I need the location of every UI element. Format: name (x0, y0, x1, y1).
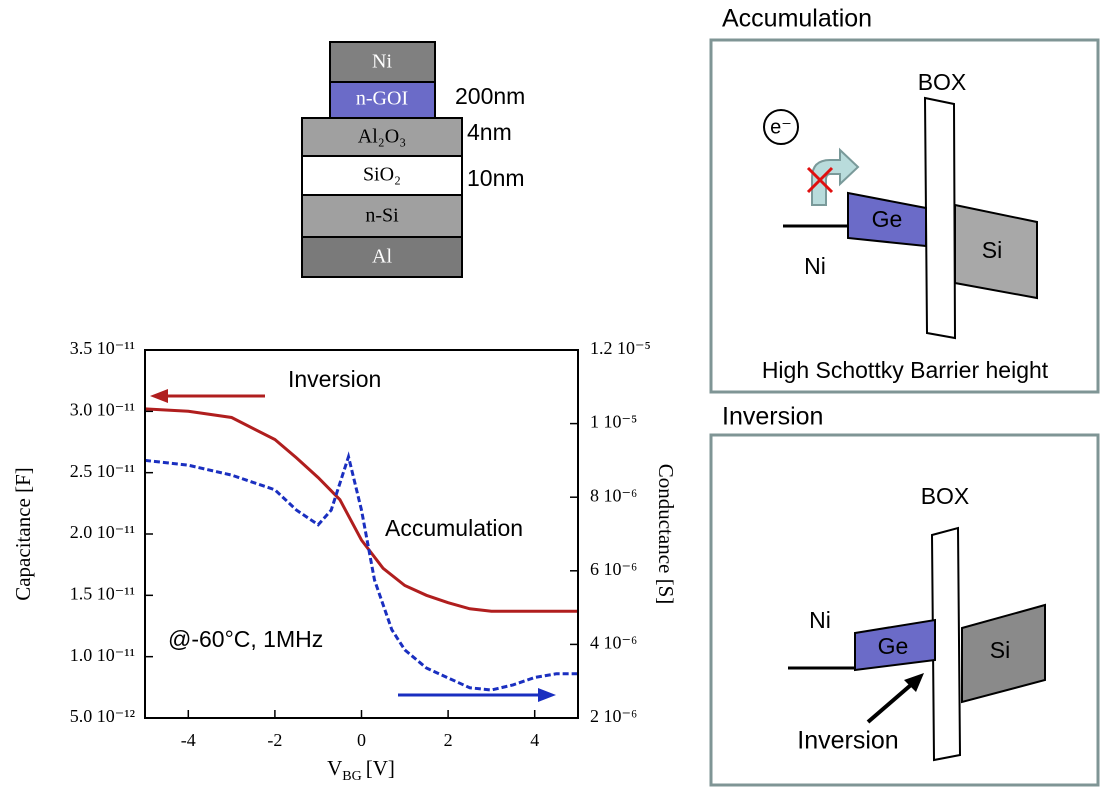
si-label: Si (990, 637, 1010, 663)
thickness: 200nm (455, 83, 525, 109)
electron (763, 109, 799, 145)
layer-label: SiO₂ (363, 164, 401, 186)
x-label-subscript: BG (342, 769, 361, 784)
si-band (961, 603, 1046, 704)
annotation: Inversion (288, 366, 381, 392)
series-line (144, 451, 578, 692)
thickness: 4nm (467, 119, 512, 145)
plot-frame (144, 349, 579, 719)
series-line (144, 407, 578, 613)
ge-band (847, 191, 927, 248)
x-tick-label: 2 (444, 730, 453, 750)
layer-label: Al (372, 246, 392, 268)
box-label: BOX (918, 69, 967, 95)
layer-label: Al₂O₃ (358, 126, 406, 148)
pointer-head (904, 673, 924, 692)
y-axis-label: Capacitance [F] (11, 467, 35, 601)
box-layer (930, 526, 962, 762)
layer (301, 155, 463, 196)
ge-label: Ge (878, 633, 909, 659)
chart: -4 -2 0 2 4 5.0 10⁻¹² 1.0 10⁻¹¹ 1.5 10⁻¹¹ 2.0 10… (70, 338, 651, 750)
y2-tick-label: 4 10⁻⁶ (590, 633, 637, 653)
y2-tick-label: 2 10⁻⁶ (590, 706, 637, 726)
layer-stack (301, 41, 463, 278)
panel-title: Accumulation (722, 5, 872, 33)
ge-label: Ge (872, 206, 903, 232)
x-tick-label: 0 (357, 730, 366, 750)
pointer (866, 682, 914, 724)
panel-title: Inversion (722, 403, 823, 431)
layer-label: n-GOI (356, 88, 408, 110)
axis-arrow-head (538, 688, 556, 702)
x-tick-label: -4 (181, 730, 196, 750)
y2-tick-label: 1 10⁻⁵ (590, 412, 637, 432)
box-layer (923, 96, 957, 340)
panel (709, 38, 1100, 394)
x-axis-label: VBG [V] (327, 756, 395, 784)
y-tick-label: 5.0 10⁻¹² (70, 706, 135, 726)
y2-tick-label: 6 10⁻⁶ (590, 559, 637, 579)
si-label: Si (982, 237, 1002, 263)
x-label-symbol: V (327, 756, 342, 780)
y-tick-label: 1.5 10⁻¹¹ (70, 583, 135, 603)
y2-tick-label: 1.2 10⁻⁵ (590, 338, 651, 358)
axis-arrow-head (150, 389, 168, 403)
x-label-unit: [V] (366, 756, 395, 780)
ge-band (854, 618, 936, 672)
si-band (954, 203, 1038, 300)
annotation: Accumulation (385, 515, 523, 541)
y2-axis-label: Conductance [S] (654, 464, 678, 605)
layer (301, 236, 463, 278)
panel-caption: Inversion (797, 727, 898, 755)
y-tick-label: 1.0 10⁻¹¹ (70, 645, 135, 665)
layer (329, 41, 436, 83)
annotation: @-60°C, 1MHz (168, 626, 323, 652)
x-tick-label: 4 (530, 730, 539, 750)
panel-caption: High Schottky Barrier height (762, 357, 1049, 383)
y-tick-label: 3.5 10⁻¹¹ (70, 338, 135, 358)
y-tick-label: 2.0 10⁻¹¹ (70, 522, 135, 542)
box-label: BOX (921, 483, 970, 509)
x-tick-label: -2 (267, 730, 282, 750)
y2-tick-label: 8 10⁻⁶ (590, 485, 637, 505)
electron-label: e⁻ (770, 116, 792, 138)
ni-label: Ni (809, 607, 831, 633)
blocked-arrow (811, 147, 860, 206)
layer-label: Ni (372, 51, 392, 73)
thickness: 10nm (467, 165, 525, 191)
y-tick-label: 2.5 10⁻¹¹ (70, 461, 135, 481)
cross (806, 166, 834, 194)
y-tick-label: 3.0 10⁻¹¹ (70, 399, 135, 419)
layer-label: n-Si (365, 205, 399, 227)
ni-label: Ni (804, 253, 826, 279)
panel (709, 433, 1100, 787)
